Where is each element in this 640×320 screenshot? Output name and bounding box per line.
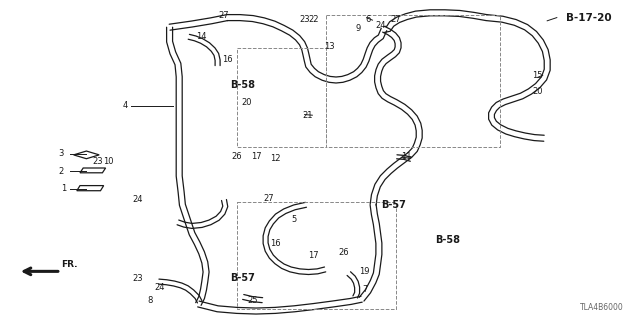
Text: 22: 22 — [308, 15, 319, 24]
Text: 26: 26 — [232, 152, 242, 161]
Text: 16: 16 — [222, 55, 232, 64]
Text: 6: 6 — [365, 15, 371, 24]
Text: 2: 2 — [58, 167, 63, 176]
Text: B-58: B-58 — [230, 80, 255, 90]
Text: 17: 17 — [251, 152, 261, 161]
Text: 4: 4 — [122, 101, 127, 110]
Text: 23: 23 — [132, 274, 143, 283]
Text: 13: 13 — [324, 42, 335, 51]
Text: 16: 16 — [270, 239, 280, 248]
Text: 26: 26 — [339, 248, 349, 257]
Text: 23: 23 — [93, 157, 103, 166]
Text: 27: 27 — [390, 15, 401, 24]
Text: 5: 5 — [292, 215, 297, 224]
Text: 11: 11 — [401, 152, 412, 161]
Text: 27: 27 — [219, 12, 229, 20]
Text: 23: 23 — [300, 15, 310, 24]
Text: 19: 19 — [360, 268, 370, 276]
Text: 20: 20 — [532, 87, 543, 96]
Text: 14: 14 — [196, 32, 207, 41]
Text: B-57: B-57 — [230, 273, 255, 284]
Text: 15: 15 — [532, 71, 543, 80]
Text: B-58: B-58 — [435, 235, 460, 245]
Text: 24: 24 — [132, 196, 143, 204]
Text: 10: 10 — [104, 157, 114, 166]
Text: TLA4B6000: TLA4B6000 — [580, 303, 624, 312]
Text: 1: 1 — [61, 184, 67, 193]
Text: 8: 8 — [148, 296, 153, 305]
Text: 20: 20 — [241, 98, 252, 107]
Text: 9: 9 — [356, 24, 361, 33]
Text: B-17-20: B-17-20 — [566, 12, 611, 23]
Text: 12: 12 — [270, 154, 280, 163]
Text: 3: 3 — [58, 149, 63, 158]
Text: FR.: FR. — [61, 260, 77, 269]
Text: 7: 7 — [362, 285, 367, 294]
Text: B-57: B-57 — [381, 200, 406, 210]
Text: 24: 24 — [376, 21, 386, 30]
Text: 25: 25 — [248, 296, 258, 305]
Text: 24: 24 — [154, 284, 164, 292]
Text: 27: 27 — [264, 194, 274, 203]
Text: 21: 21 — [302, 111, 312, 120]
Text: 17: 17 — [308, 252, 319, 260]
